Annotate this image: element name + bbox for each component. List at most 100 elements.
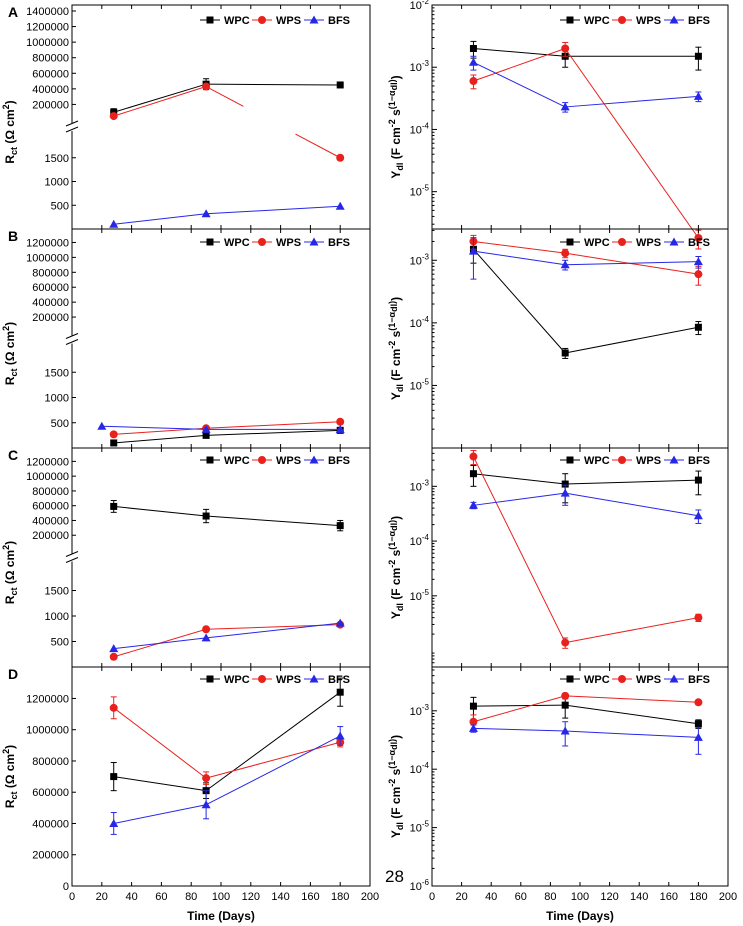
legend-label: BFS — [328, 674, 350, 686]
panel-d-right-x-tick-label: 200 — [719, 891, 737, 903]
data-point — [109, 818, 119, 827]
data-point — [109, 644, 119, 653]
panel-d-left-x-tick-label: 60 — [155, 891, 167, 903]
panel-letter-a: A — [8, 4, 18, 20]
panel-a-left-y-tick-label: 200000 — [32, 99, 69, 111]
series-line — [113, 86, 207, 117]
legend-marker — [618, 238, 626, 246]
legend-marker — [258, 675, 266, 683]
data-point — [201, 633, 211, 642]
legend-label: WPS — [276, 237, 301, 249]
panel-c-left-y-tick-label: 400000 — [32, 515, 69, 527]
panel-d-right-x-tick-label: 140 — [630, 891, 648, 903]
panel-a-right-legend-item-wps: WPS — [612, 15, 661, 27]
data-point — [560, 726, 570, 735]
legend-label: BFS — [688, 237, 710, 249]
panel-a-right-series-wps — [469, 41, 703, 250]
panel-c-left-y-tick-label: 1000 — [45, 611, 69, 623]
panel-a-right-y-tick-label: 10-3 — [410, 59, 430, 74]
series-line — [565, 695, 699, 703]
data-point — [694, 613, 703, 622]
data-point — [335, 731, 345, 740]
series-line — [565, 730, 699, 738]
data-point — [110, 439, 118, 447]
legend-marker — [258, 238, 266, 246]
panel-b-left-frame — [71, 228, 371, 449]
panel-c-left-frame — [71, 447, 371, 668]
panel-c-left-axis-break — [65, 551, 79, 557]
legend-label: BFS — [328, 237, 350, 249]
panel-d-left-x-axis-title: Time (Days) — [187, 909, 255, 923]
data-point — [469, 470, 477, 478]
panel-a-left-axis-break — [65, 120, 79, 127]
series-line — [565, 492, 699, 517]
panel-d-left-y-tick-label: 0 — [63, 881, 69, 893]
panel-a-left-y-tick-label: 600000 — [32, 68, 69, 80]
data-point — [561, 480, 569, 488]
panel-b-left-legend-item-bfs: BFS — [304, 237, 350, 249]
series-line — [565, 617, 699, 644]
series-line — [113, 83, 207, 113]
panel-d-right-legend-item-wps: WPS — [612, 674, 661, 686]
panel-d-left-x-tick-label: 160 — [301, 891, 319, 903]
panel-c-left-axis-break — [65, 557, 79, 563]
panel-d-left-x-tick-label: 20 — [96, 891, 108, 903]
data-point — [109, 219, 119, 228]
panel-a-left-y-tick-label: 1000 — [45, 177, 69, 189]
panel-c-left-legend-item-wps: WPS — [252, 455, 301, 467]
panel-d-right-frame — [431, 666, 729, 887]
panel-c-left-series-bfs — [109, 618, 345, 653]
panel-a-right-legend-item-bfs: BFS — [664, 15, 710, 27]
series-line — [565, 326, 699, 354]
panel-b-left-y-tick-label: 1500 — [45, 367, 69, 379]
data-point — [693, 91, 703, 100]
panel-d-right-x-tick-label: 180 — [689, 891, 707, 903]
panel-c-right-y-axis-title: Ydl (F cm-2 s(1−αdl)) — [387, 516, 405, 619]
series-line — [473, 240, 566, 254]
data-point — [335, 618, 345, 627]
panel-c-right-y-tick-label: 10-4 — [410, 533, 430, 548]
panel-b-right-series-wpc — [469, 239, 702, 359]
data-point — [694, 698, 703, 707]
data-point — [109, 652, 118, 661]
data-point — [561, 349, 569, 357]
panel-d-left-y-tick-label: 200000 — [32, 850, 69, 862]
panel-d-left-x-tick-label: 40 — [125, 891, 137, 903]
panel-d-left-x-tick-label: 120 — [242, 891, 260, 903]
legend-label: WPC — [224, 15, 250, 27]
panel-a-right-series-bfs — [468, 55, 703, 113]
data-point — [202, 82, 211, 91]
panel-d-left-x-tick-label: 80 — [185, 891, 197, 903]
page-number: 28 — [385, 867, 404, 886]
data-point — [336, 417, 345, 426]
panel-a-left-y-tick-label: 800000 — [32, 53, 69, 65]
panel-d-right-x-tick-label: 0 — [429, 891, 435, 903]
panel-d-right-x-tick-label: 100 — [571, 891, 589, 903]
panel-a-left-y-tick-label: 500 — [51, 200, 69, 212]
panel-d-left-x-tick-label: 100 — [212, 891, 230, 903]
series-line — [473, 727, 566, 732]
data-point — [694, 270, 703, 279]
legend-label: WPS — [636, 15, 661, 27]
panel-d-right-y-tick-label: 10-5 — [410, 820, 430, 835]
series-line — [206, 622, 341, 639]
panel-c-left-y-tick-label: 500 — [51, 637, 69, 649]
panel-a-left-y-tick-label: 1500 — [45, 153, 69, 165]
panel-c-right-series-wps — [469, 450, 703, 649]
data-point — [469, 44, 477, 52]
data-point — [201, 800, 211, 809]
panel-b-left-y-axis-title: Rct (Ω cm2) — [1, 322, 19, 385]
data-point — [469, 717, 478, 726]
series-line — [206, 515, 341, 527]
legend-label: WPC — [584, 674, 610, 686]
panel-d-right-x-tick-label: 160 — [660, 891, 678, 903]
panel-b-right-legend-item-bfs: BFS — [664, 237, 710, 249]
panel-d-left-x-tick-label: 180 — [331, 891, 349, 903]
panel-d-left-series-bfs — [109, 726, 345, 835]
data-point — [336, 81, 344, 89]
series-line — [473, 48, 566, 82]
series-line — [101, 425, 207, 430]
panel-b-left-axis-break-mask — [66, 335, 78, 344]
panel-b-right-y-tick-label: 10-3 — [410, 252, 430, 267]
series-line — [205, 741, 341, 779]
